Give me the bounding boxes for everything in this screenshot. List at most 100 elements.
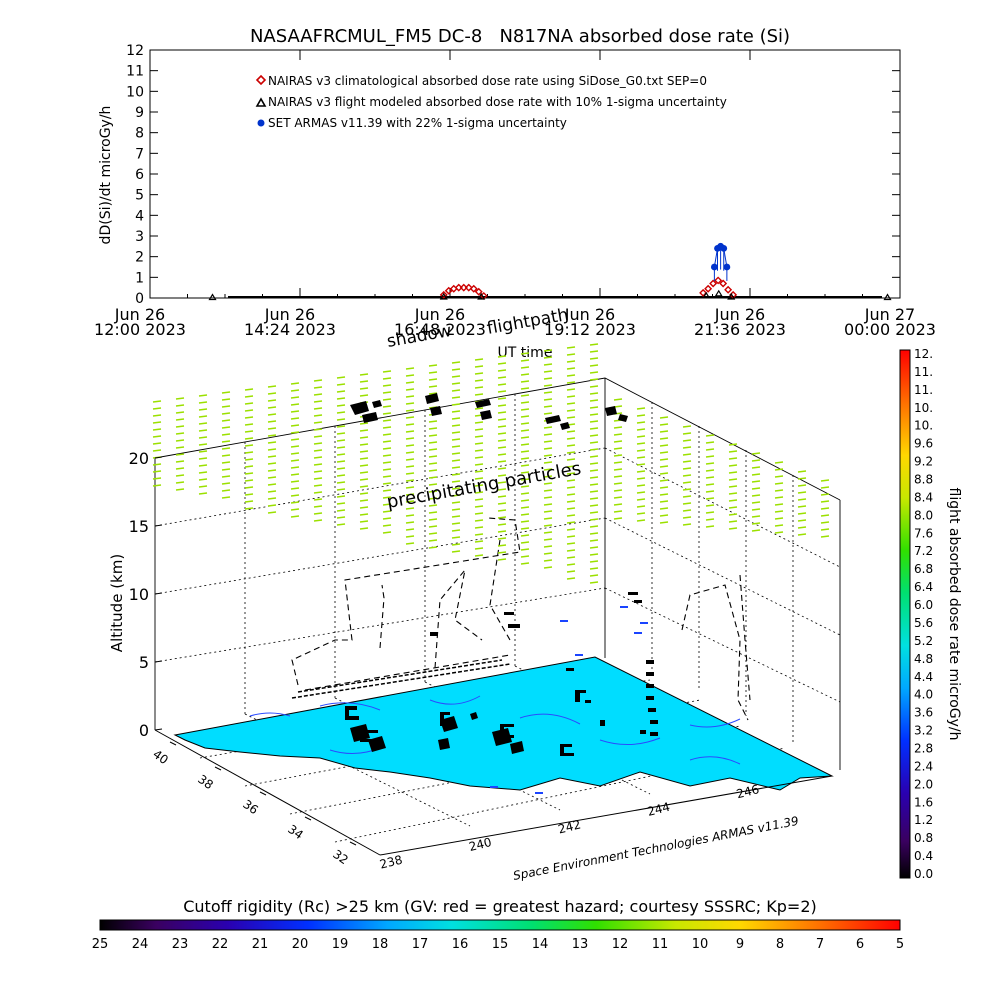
y-tick-label: 5 xyxy=(135,188,144,204)
precip-dash xyxy=(566,479,576,482)
legend-marker-circle xyxy=(257,119,265,127)
precip-dash xyxy=(774,510,784,513)
precip-dash xyxy=(497,397,507,400)
precip-dash xyxy=(359,457,369,460)
precip-dash xyxy=(428,546,438,549)
precip-dash xyxy=(543,475,553,478)
precip-dash xyxy=(290,417,300,420)
precip-dash xyxy=(520,380,530,383)
precip-dash xyxy=(636,512,646,515)
dose-colorbar: 12. 11. 11. 10. 10. 9.6 9.2 8.8 8.4 8.0 7.6 7.2 6.8 6… xyxy=(899,347,962,881)
precip-dash xyxy=(267,448,277,451)
precip-dash xyxy=(474,421,484,424)
rigidity-colorbar-tick-label: 6 xyxy=(856,937,864,952)
precip-dash xyxy=(659,486,669,489)
precip-dash xyxy=(751,452,761,455)
precip-dash xyxy=(497,488,507,491)
precip-dash xyxy=(797,519,807,522)
precip-dash xyxy=(267,483,277,486)
precip-dash xyxy=(520,527,530,530)
dose-colorbar-tick-label: 0.8 xyxy=(914,831,933,845)
nairas-clim-point xyxy=(459,283,468,292)
nairas-clim-point xyxy=(439,290,448,299)
precip-dash xyxy=(774,489,784,492)
precip-dash xyxy=(221,405,231,408)
dose-colorbar-label: flight absorbed dose rate microGy/h xyxy=(946,488,962,741)
precip-dash xyxy=(636,442,646,445)
precip-dash xyxy=(428,462,438,465)
precip-dash xyxy=(566,465,576,468)
precip-dash xyxy=(428,476,438,479)
precip-dash xyxy=(520,506,530,509)
longitude-axis-ticks: 238 240 242 244 246 xyxy=(378,782,760,872)
precip-dash xyxy=(659,458,669,461)
precip-dash xyxy=(566,437,576,440)
precip-dash xyxy=(566,458,576,461)
precip-dash xyxy=(175,411,185,414)
precip-dash xyxy=(359,527,369,530)
precip-dash xyxy=(405,437,415,440)
rigidity-colorbar-tick-label: 23 xyxy=(172,937,189,952)
precip-dash xyxy=(336,523,346,526)
precip-dash xyxy=(589,483,599,486)
precip-dash xyxy=(267,511,277,514)
precip-dash xyxy=(705,434,715,437)
precip-dash xyxy=(405,472,415,475)
precip-dash xyxy=(267,497,277,500)
precip-dash xyxy=(336,432,346,435)
latitude-tick-label: 32 xyxy=(330,847,351,867)
precip-dash xyxy=(520,408,530,411)
precip-dash xyxy=(566,514,576,517)
precip-dash xyxy=(589,567,599,570)
precip-dash xyxy=(636,519,646,522)
precip-dash xyxy=(497,558,507,561)
y-tick-label: 12 xyxy=(126,43,144,59)
rigidity-colorbar-tick-label: 21 xyxy=(252,937,269,952)
precip-dash xyxy=(497,369,507,372)
precip-dash xyxy=(705,462,715,465)
precip-dash xyxy=(451,438,461,441)
precip-dash xyxy=(474,442,484,445)
precip-dash xyxy=(290,445,300,448)
precip-dash xyxy=(613,426,623,429)
precip-dash xyxy=(589,427,599,430)
precip-dash xyxy=(382,489,392,492)
rigidity-colorbar-tick-label: 11 xyxy=(652,937,669,952)
precip-dash xyxy=(405,486,415,489)
precip-dash xyxy=(797,526,807,529)
precip-dash xyxy=(520,429,530,432)
precip-dash xyxy=(451,403,461,406)
precip-dash xyxy=(221,454,231,457)
y-tick-label: 3 xyxy=(135,229,144,245)
precip-dash xyxy=(267,504,277,507)
precip-dash xyxy=(682,474,692,477)
precip-dash xyxy=(728,513,738,516)
precip-dash xyxy=(152,435,162,438)
dose-colorbar-tick-label: 2.8 xyxy=(914,741,933,755)
precip-dash xyxy=(543,510,553,513)
precip-dash xyxy=(198,457,208,460)
dose-colorbar-ramp xyxy=(899,349,911,879)
precip-dash xyxy=(198,401,208,404)
dose-colorbar-tick-label: 6.8 xyxy=(914,562,933,576)
precip-dash xyxy=(705,483,715,486)
precip-dash xyxy=(797,533,807,536)
precip-dash xyxy=(682,516,692,519)
precip-dash xyxy=(520,366,530,369)
precip-dash xyxy=(659,465,669,468)
altitude-tick xyxy=(154,660,163,663)
precip-dash xyxy=(589,511,599,514)
y-tick-label: 7 xyxy=(135,146,144,162)
precip-dash xyxy=(382,440,392,443)
precip-dash xyxy=(497,495,507,498)
precip-dash xyxy=(474,512,484,515)
precip-dash xyxy=(451,417,461,420)
nairas-clim-point xyxy=(714,276,723,285)
precip-dash xyxy=(152,421,162,424)
precip-dash xyxy=(751,529,761,532)
series-layer xyxy=(208,242,892,301)
precip-dash xyxy=(451,550,461,553)
precip-dash xyxy=(428,385,438,388)
rigidity-colorbar-tick-label: 25 xyxy=(92,937,109,952)
